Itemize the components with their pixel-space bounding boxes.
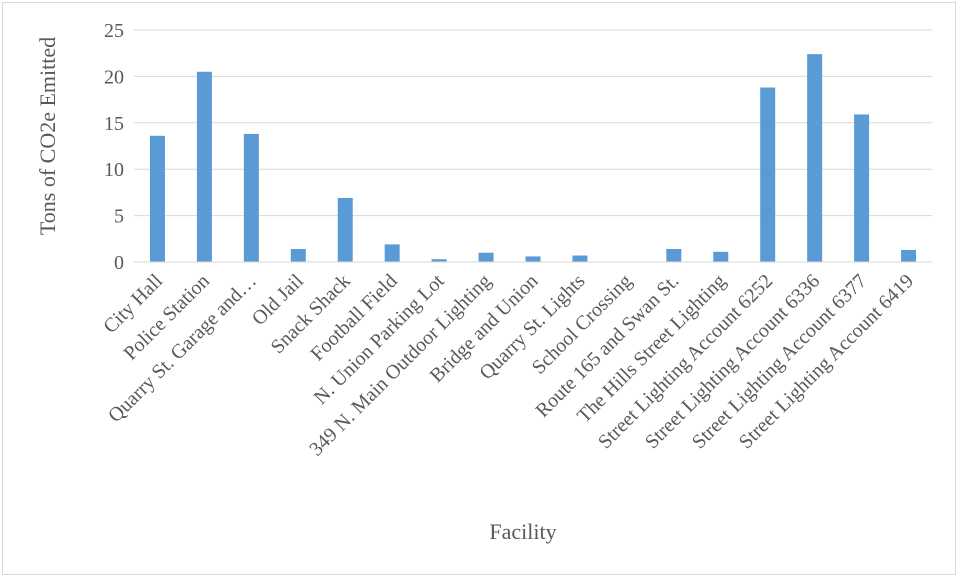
bar [525,256,541,262]
bar [666,249,682,262]
y-tick-labels: 0 5 10 15 20 25 [104,20,124,274]
y-tick-label: 10 [104,159,124,181]
y-tick-label: 15 [104,113,124,135]
y-axis-title: Tons of CO2e Emitted [35,37,60,235]
bar [478,252,494,262]
x-axis-title: Facility [489,519,556,544]
bar [901,249,917,262]
bar [243,133,259,262]
bar [149,135,165,262]
bar [290,249,306,262]
y-tick-label: 0 [114,252,124,274]
bar [713,251,729,262]
bar [807,54,823,263]
bar [431,259,447,262]
y-tick-label: 5 [114,206,124,228]
y-tick-label: 20 [104,66,124,88]
bar [384,244,400,262]
bar [760,87,776,262]
y-tick-label: 25 [104,20,124,42]
bar [337,197,353,262]
bars [149,54,917,263]
bar [196,71,212,262]
bar [572,255,588,262]
bar [854,114,870,262]
gridlines [134,29,932,217]
